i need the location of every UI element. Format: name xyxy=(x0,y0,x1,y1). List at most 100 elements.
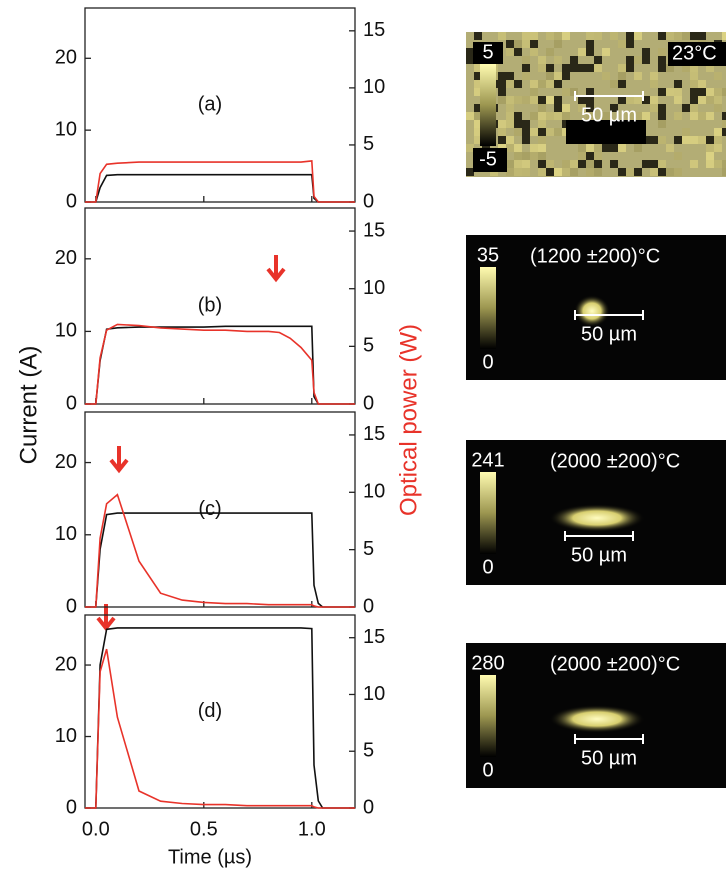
noise-pixel xyxy=(714,72,722,80)
noise-pixel xyxy=(530,40,538,48)
noise-pixel xyxy=(578,64,586,72)
noise-pixel xyxy=(658,136,666,144)
temperature: 23°C xyxy=(672,42,717,64)
noise-pixel xyxy=(722,112,726,120)
noise-pixel xyxy=(714,136,722,144)
noise-pixel xyxy=(634,144,642,152)
noise-pixel xyxy=(530,144,538,152)
noise-pixel xyxy=(610,32,618,40)
noise-pixel xyxy=(594,168,602,176)
noise-pixel xyxy=(642,56,650,64)
noise-pixel xyxy=(538,56,546,64)
noise-pixel xyxy=(594,160,602,168)
noise-pixel xyxy=(586,144,594,152)
noise-pixel xyxy=(506,96,514,104)
noise-pixel xyxy=(506,104,514,112)
noise-pixel xyxy=(538,168,546,176)
noise-pixel xyxy=(634,72,642,80)
noise-pixel xyxy=(714,128,722,136)
noise-pixel xyxy=(586,64,594,72)
panel-label: (c) xyxy=(198,498,221,520)
scale-bar xyxy=(574,91,644,101)
noise-pixel xyxy=(658,120,666,128)
scale-label: 50 µm xyxy=(581,104,637,126)
noise-pixel xyxy=(586,104,594,112)
y2-tick-label: 10 xyxy=(363,481,385,503)
noise-pixel xyxy=(602,72,610,80)
noise-pixel xyxy=(610,144,618,152)
colorbar-min: 0 xyxy=(482,351,493,373)
color-bar xyxy=(480,64,496,146)
data-line xyxy=(85,323,355,405)
noise-pixel xyxy=(546,72,554,80)
noise-pixel xyxy=(578,48,586,56)
y2-tick-label: 0 xyxy=(363,595,374,617)
colorbar-min: 0 xyxy=(482,759,493,781)
noise-pixel xyxy=(706,152,714,160)
noise-pixel xyxy=(682,104,690,112)
noise-pixel xyxy=(554,56,562,64)
noise-pixel xyxy=(666,64,674,72)
plot-frame xyxy=(84,207,356,405)
scale-bar xyxy=(574,310,644,320)
noise-pixel xyxy=(522,72,530,80)
noise-pixel xyxy=(466,112,474,120)
noise-pixel xyxy=(554,32,562,40)
colorbar-max: 5 xyxy=(482,41,493,63)
noise-pixel xyxy=(610,104,618,112)
scale-bar xyxy=(564,531,634,541)
noise-pixel xyxy=(578,96,586,104)
noise-pixel xyxy=(666,168,674,176)
color-bar xyxy=(480,472,496,554)
noise-pixel xyxy=(554,112,562,120)
y-tick-label: 10 xyxy=(55,118,77,140)
noise-pixel xyxy=(538,96,546,104)
noise-pixel xyxy=(554,80,562,88)
y-tick-label: 0 xyxy=(66,796,77,818)
noise-pixel xyxy=(642,48,650,56)
noise-pixel xyxy=(642,160,650,168)
noise-pixel xyxy=(690,64,698,72)
noise-pixel xyxy=(506,136,514,144)
noise-pixel xyxy=(658,48,666,56)
noise-pixel xyxy=(522,160,530,168)
noise-pixel xyxy=(706,112,714,120)
y2-tick-label: 0 xyxy=(363,392,374,414)
temperature: (2000 ±200)°C xyxy=(550,653,680,675)
noise-pixel xyxy=(698,136,706,144)
label-box xyxy=(473,42,503,64)
noise-pixel xyxy=(658,56,666,64)
noise-pixel xyxy=(554,168,562,176)
noise-pixel xyxy=(706,96,714,104)
noise-pixel xyxy=(618,168,626,176)
noise-pixel xyxy=(674,112,682,120)
noise-pixel xyxy=(618,80,626,88)
noise-pixel xyxy=(562,112,570,120)
arrow xyxy=(266,255,286,283)
noise-pixel xyxy=(514,152,522,160)
noise-pixel xyxy=(562,72,570,80)
noise-pixel xyxy=(626,96,634,104)
noise-pixel xyxy=(586,32,594,40)
noise-pixel xyxy=(514,80,522,88)
noise-pixel xyxy=(506,160,514,168)
noise-pixel xyxy=(690,104,698,112)
noise-pixel xyxy=(554,128,562,136)
noise-pixel xyxy=(698,112,706,120)
y-axis-label: Current (A) xyxy=(15,346,42,465)
noise-pixel xyxy=(682,64,690,72)
noise-pixel xyxy=(690,88,698,96)
y2-tick-label: 15 xyxy=(363,219,385,241)
label-box xyxy=(668,42,726,66)
noise-pixel xyxy=(538,80,546,88)
noise-pixel xyxy=(474,104,482,112)
noise-pixel xyxy=(514,96,522,104)
noise-pixel xyxy=(498,128,506,136)
temperature: (2000 ±200)°C xyxy=(550,450,680,472)
colorbar-min: 0 xyxy=(482,556,493,578)
noise-pixel xyxy=(530,152,538,160)
noise-pixel xyxy=(538,128,546,136)
noise-pixel xyxy=(530,48,538,56)
noise-pixel xyxy=(514,40,522,48)
thermal-image: 241 0 (2000 ±200)°C 50 µm xyxy=(466,440,726,585)
